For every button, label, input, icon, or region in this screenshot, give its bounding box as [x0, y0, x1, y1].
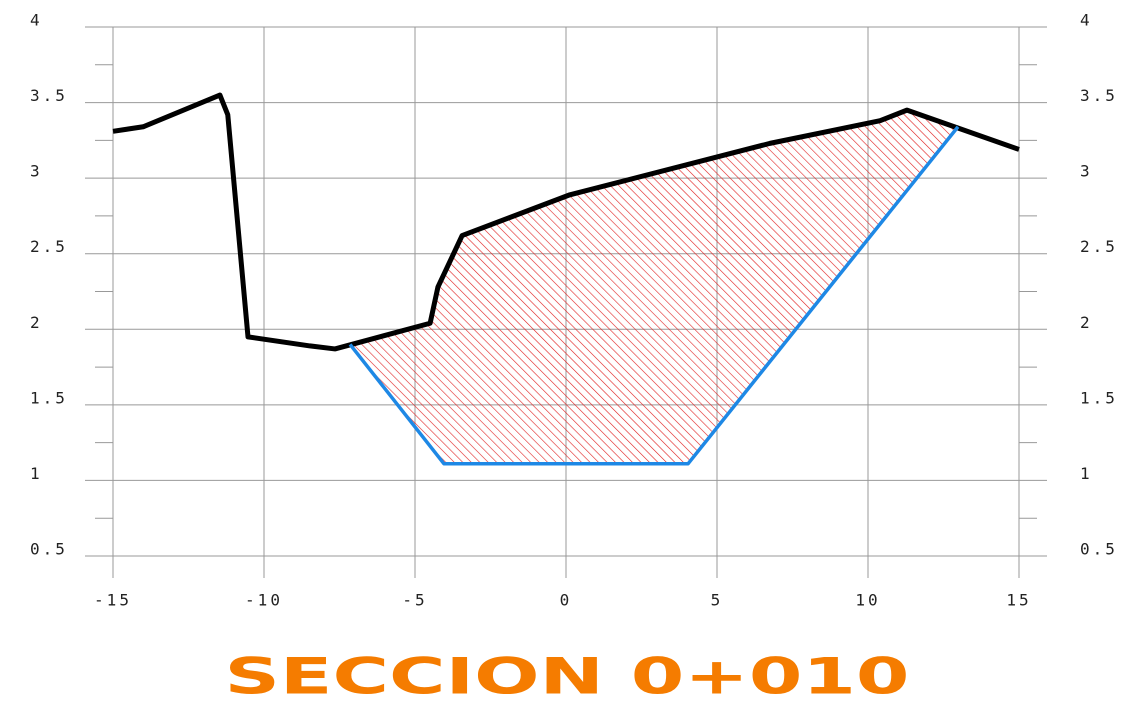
x-tick-label: 10: [855, 591, 880, 610]
cut-area: [350, 110, 958, 464]
y-tick-label: 3.5: [30, 86, 68, 105]
y2-tick-label: 3: [1080, 162, 1093, 181]
y2-tick-label: 0.5: [1080, 540, 1118, 559]
x-tick-label: 0: [560, 591, 573, 610]
y-tick-label: 1.5: [30, 388, 68, 407]
y-tick-label: 1: [30, 464, 43, 483]
y-tick-label: 3: [30, 162, 43, 181]
y-tick-label: 2: [30, 313, 43, 332]
y2-tick-label: 2.5: [1080, 237, 1118, 256]
y-tick-label: 0.5: [30, 540, 68, 559]
x-tick-label: -10: [245, 591, 283, 610]
x-tick-label: -15: [94, 591, 132, 610]
y2-tick-label: 1.5: [1080, 388, 1118, 407]
x-tick-label: 5: [711, 591, 724, 610]
x-tick-label: -5: [402, 591, 427, 610]
y2-tick-label: 2: [1080, 313, 1093, 332]
x-tick-label: 15: [1006, 591, 1031, 610]
series-line: [348, 125, 960, 466]
series-line: [112, 92, 1020, 352]
y-tick-label: 4: [30, 11, 43, 30]
chart-title: SECCION 0+010: [225, 648, 910, 706]
y2-tick-label: 3.5: [1080, 86, 1118, 105]
y2-tick-label: 4: [1080, 11, 1093, 30]
y2-tick-label: 1: [1080, 464, 1093, 483]
y-tick-label: 2.5: [30, 237, 68, 256]
